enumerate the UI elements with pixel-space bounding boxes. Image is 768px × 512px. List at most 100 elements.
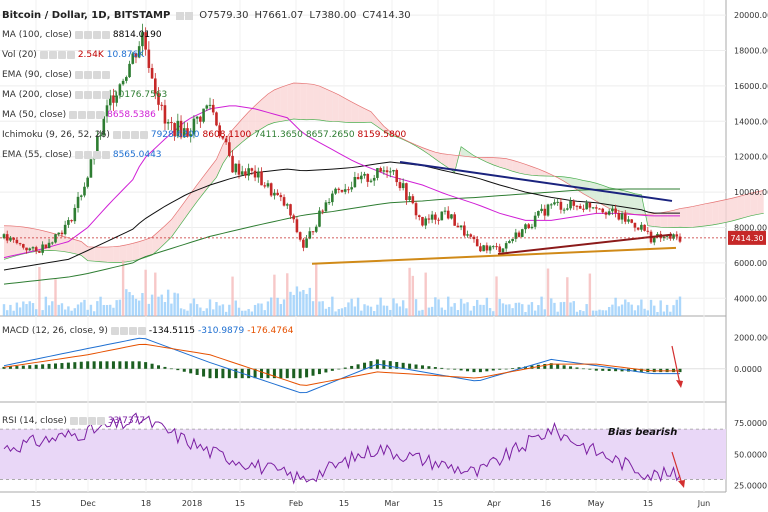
close-icon[interactable] [101, 31, 110, 39]
candle-body [215, 112, 218, 126]
macd-histogram-bar [459, 368, 463, 371]
candle-body [273, 192, 276, 196]
header-buttons[interactable] [176, 11, 194, 20]
macd-histogram-bar [54, 363, 58, 369]
volume-bar [640, 299, 643, 316]
indicator-buttons[interactable] [69, 111, 105, 119]
eye-icon[interactable] [110, 327, 119, 335]
add-icon[interactable] [92, 151, 101, 159]
candle-body [96, 135, 99, 158]
close-icon[interactable] [101, 151, 110, 159]
close-icon[interactable] [139, 131, 148, 139]
volume-bar [12, 310, 15, 316]
add-icon[interactable] [57, 51, 66, 59]
candle-body [572, 201, 576, 206]
volume-bar [630, 304, 633, 316]
volume-bar [166, 289, 170, 316]
indicator-value: 2.54K [77, 50, 104, 60]
candle-body [22, 244, 25, 248]
add-icon[interactable] [128, 327, 137, 335]
settings-icon[interactable] [119, 327, 128, 335]
indicator-buttons[interactable] [74, 91, 110, 99]
indicator-value: 10.876K [106, 50, 145, 60]
close-icon[interactable] [101, 71, 110, 79]
candle-body [395, 169, 399, 183]
add-icon[interactable] [87, 417, 96, 425]
settings-icon[interactable] [83, 91, 92, 99]
macd-histogram-bar [21, 365, 25, 369]
eye-icon[interactable] [69, 417, 78, 425]
price-tick: 18000.00 [734, 46, 768, 55]
volume-bar [173, 292, 176, 316]
candle-body [195, 116, 199, 119]
close-icon[interactable] [66, 51, 75, 59]
close-icon[interactable] [101, 91, 110, 99]
macd-histogram-bar [214, 368, 218, 379]
close-icon[interactable] [96, 111, 105, 119]
volume-bar [389, 309, 392, 316]
candle-body [221, 136, 225, 139]
candle-body [450, 214, 453, 219]
settings-icon[interactable] [83, 71, 92, 79]
candle-body [18, 243, 22, 245]
volume-bar [485, 297, 489, 316]
eye-icon[interactable] [74, 71, 83, 79]
settings-icon[interactable] [78, 111, 87, 119]
ichimoku-cloud-segment [313, 84, 320, 120]
indicator-buttons[interactable] [74, 71, 110, 79]
settings-icon[interactable] [48, 51, 57, 59]
add-icon[interactable] [130, 131, 139, 139]
volume-bar [514, 302, 518, 316]
add-icon[interactable] [92, 91, 101, 99]
eye-icon[interactable] [74, 31, 83, 39]
macd-histogram-bar [369, 361, 373, 369]
ichimoku-cloud-segment [737, 194, 745, 220]
settings-icon[interactable] [83, 151, 92, 159]
time-tick: Feb [289, 499, 303, 508]
candle-body [479, 246, 482, 252]
volume-bar [179, 308, 183, 316]
candle-body [443, 210, 447, 212]
add-icon[interactable] [92, 31, 101, 39]
ichimoku-cloud-segment [325, 88, 333, 122]
candle-body [591, 207, 595, 209]
indicator-buttons[interactable] [39, 51, 75, 59]
eye-icon[interactable] [39, 51, 48, 59]
macd-buttons[interactable] [110, 327, 146, 335]
volume-bar [550, 298, 553, 316]
candle-body [495, 246, 498, 248]
candle-body [83, 186, 86, 196]
indicator-buttons[interactable] [74, 31, 110, 39]
indicator-buttons[interactable] [74, 151, 110, 159]
close-icon[interactable] [137, 327, 146, 335]
volume-bar [6, 310, 9, 316]
eye-icon[interactable] [74, 151, 83, 159]
settings-icon[interactable] [121, 131, 130, 139]
macd-histogram-bar [363, 362, 367, 369]
candle-body [112, 95, 115, 103]
settings-icon[interactable] [185, 11, 194, 20]
ichimoku-cloud-segment [280, 85, 288, 122]
indicator-row: MA (200, close) 10176.7563 [2, 90, 167, 100]
add-icon[interactable] [87, 111, 96, 119]
close-icon[interactable] [96, 417, 105, 425]
settings-icon[interactable] [78, 417, 87, 425]
volume-bar [212, 309, 215, 316]
volume-bar [215, 302, 218, 316]
rsi-buttons[interactable] [69, 417, 105, 425]
ichimoku-cloud-segment [351, 101, 359, 123]
add-icon[interactable] [92, 71, 101, 79]
settings-icon[interactable] [83, 31, 92, 39]
eye-icon[interactable] [176, 11, 185, 20]
macd-histogram-bar [279, 368, 283, 379]
eye-icon[interactable] [69, 111, 78, 119]
macd-histogram-bar [337, 368, 341, 370]
eye-icon[interactable] [74, 91, 83, 99]
ichimoku-cloud-segment [725, 198, 732, 223]
indicator-buttons[interactable] [112, 131, 148, 139]
volume-bar [109, 304, 112, 316]
ichimoku-cloud-segment [319, 86, 326, 121]
volume-bar [646, 310, 650, 316]
eye-icon[interactable] [112, 131, 121, 139]
